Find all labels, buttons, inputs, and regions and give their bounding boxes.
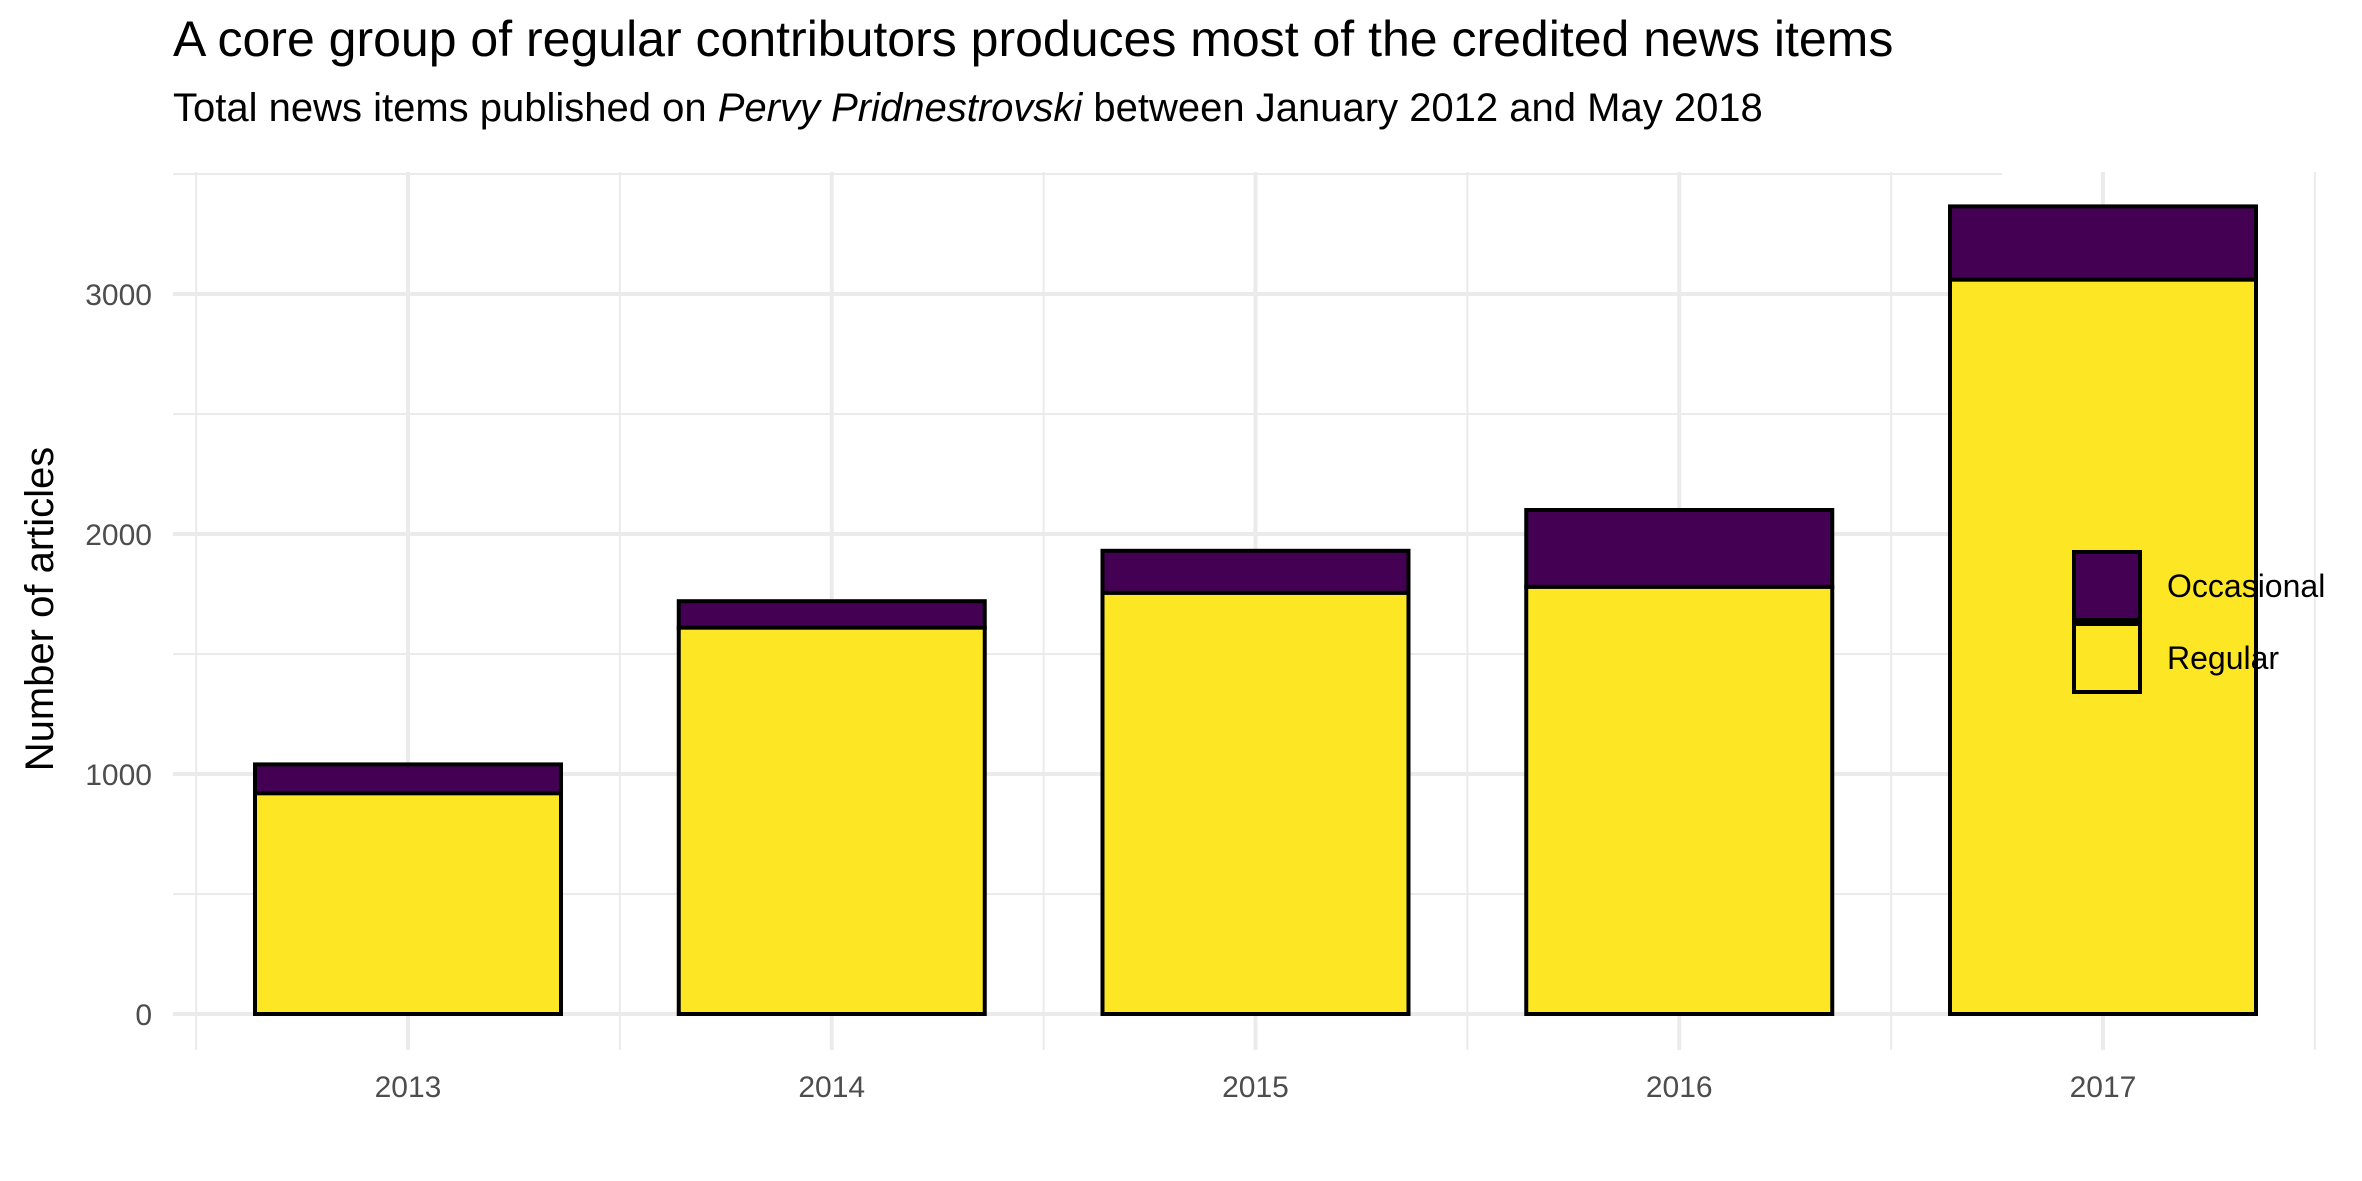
y-tick-label: 2000 bbox=[85, 519, 152, 552]
chart-title: A core group of regular contributors pro… bbox=[173, 11, 1894, 67]
x-tick-label: 2016 bbox=[1646, 1071, 1713, 1104]
bar-regular-2013 bbox=[253, 791, 563, 1017]
legend-key-regular bbox=[2072, 622, 2142, 694]
bar-regular-2015 bbox=[1100, 590, 1411, 1016]
x-tick-label: 2017 bbox=[2070, 1071, 2137, 1104]
x-axis-tick-labels: 2013 2014 2015 2016 2017 bbox=[375, 1071, 2137, 1104]
chart-subtitle: Total news items published on Pervy Prid… bbox=[173, 86, 1763, 131]
subtitle-publication-name: Pervy Pridnestrovski bbox=[717, 86, 1083, 130]
x-tick-label: 2015 bbox=[1222, 1071, 1289, 1104]
bar-occasional-2016 bbox=[1524, 508, 1835, 589]
y-axis-title: Number of articles bbox=[18, 447, 62, 772]
y-tick-label: 0 bbox=[135, 999, 152, 1032]
legend-label-regular: Regular bbox=[2167, 640, 2279, 676]
bar-occasional-2015 bbox=[1100, 548, 1411, 595]
bar-occasional-2014 bbox=[676, 599, 987, 630]
legend: Occasional Regular bbox=[2072, 550, 2325, 694]
y-tick-label: 1000 bbox=[85, 759, 152, 792]
bars bbox=[253, 204, 2258, 1017]
legend-label-occasional: Occasional bbox=[2167, 568, 2325, 604]
legend-key-occasional bbox=[2072, 550, 2142, 622]
bar-occasional-2013 bbox=[253, 762, 563, 796]
bar-regular-2016 bbox=[1524, 584, 1835, 1016]
subtitle-text-after: between January 2012 and May 2018 bbox=[1082, 86, 1763, 130]
subtitle-text-before: Total news items published on bbox=[173, 86, 718, 130]
x-tick-label: 2014 bbox=[798, 1071, 865, 1104]
bar-regular-2014 bbox=[676, 625, 987, 1016]
y-axis-tick-labels: 0 1000 2000 3000 bbox=[85, 279, 152, 1032]
x-tick-label: 2013 bbox=[375, 1071, 442, 1104]
bar-occasional-2017 bbox=[1948, 204, 2258, 282]
y-tick-label: 3000 bbox=[85, 279, 152, 312]
